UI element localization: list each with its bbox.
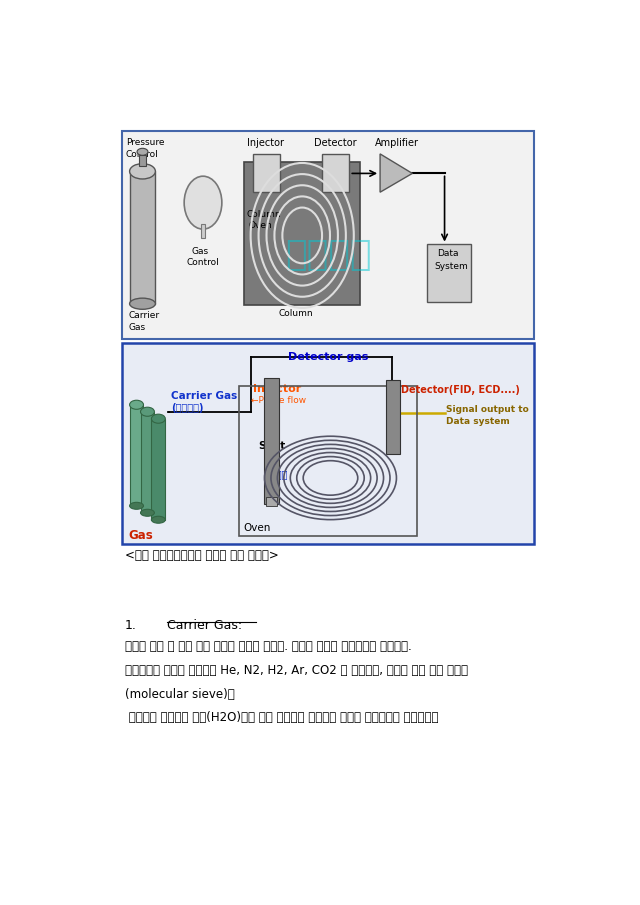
Bar xyxy=(129,171,156,304)
Text: Control: Control xyxy=(187,259,220,267)
Text: Oven: Oven xyxy=(244,523,271,533)
Text: 일반적으로 이동상 가스로는 He, N2, H2, Ar, CO2 가 사용되며, 이동상 가스 역시 분자채: 일반적으로 이동상 가스로는 He, N2, H2, Ar, CO2 가 사용되… xyxy=(125,664,468,677)
Text: Carrier Gas: Carrier Gas xyxy=(171,391,237,401)
Text: Data: Data xyxy=(437,250,459,258)
Ellipse shape xyxy=(130,164,156,179)
Text: Data system: Data system xyxy=(445,417,509,426)
Bar xyxy=(266,498,277,506)
Text: 미리보기: 미리보기 xyxy=(285,238,371,272)
Bar xyxy=(239,386,417,536)
Bar xyxy=(122,131,534,338)
Ellipse shape xyxy=(141,510,154,516)
Text: Carrier: Carrier xyxy=(128,310,159,319)
Bar xyxy=(200,224,205,237)
Text: Injector: Injector xyxy=(253,384,301,394)
Bar xyxy=(129,405,143,506)
Ellipse shape xyxy=(130,400,143,409)
Text: Gas: Gas xyxy=(191,246,209,255)
Text: Pressure: Pressure xyxy=(125,138,164,147)
Text: Detector gas: Detector gas xyxy=(288,352,368,362)
Text: Control: Control xyxy=(125,150,158,159)
Text: Detector: Detector xyxy=(314,138,356,148)
Text: 분석컬럼: 분석컬럼 xyxy=(264,469,287,479)
Bar xyxy=(141,412,154,513)
Bar xyxy=(264,378,280,504)
Bar xyxy=(152,419,165,519)
Circle shape xyxy=(184,176,222,229)
Text: Oven: Oven xyxy=(249,222,273,231)
Text: Detector(FID, ECD....): Detector(FID, ECD....) xyxy=(401,386,520,395)
Text: Split: Split xyxy=(259,441,286,451)
Polygon shape xyxy=(380,154,412,192)
Ellipse shape xyxy=(137,148,148,156)
Bar xyxy=(428,244,471,302)
Text: 이동상 가스 및 때에 따라 검출기 가스로 사용됨. 이동상 가스는 화학적으로 도입된다.: 이동상 가스 및 때에 따라 검출기 가스로 사용됨. 이동상 가스는 화학적으… xyxy=(125,641,412,653)
Text: Amplifier: Amplifier xyxy=(374,138,419,148)
Text: 포함하고 있으므로 수분(H2O)이나 기타 불순물을 제거하는 장치가 보조적으로 필요하기도: 포함하고 있으므로 수분(H2O)이나 기타 불순물을 제거하는 장치가 보조적… xyxy=(125,711,438,724)
Bar xyxy=(122,343,534,544)
Text: Injector: Injector xyxy=(248,138,285,148)
Text: Column: Column xyxy=(278,310,313,319)
Text: ←Purge flow: ←Purge flow xyxy=(251,396,307,405)
Bar xyxy=(244,162,360,305)
Bar xyxy=(386,380,400,453)
Ellipse shape xyxy=(130,502,143,510)
Ellipse shape xyxy=(152,414,165,424)
Text: (운반가스): (운반가스) xyxy=(171,404,204,414)
Text: 1.: 1. xyxy=(125,619,136,632)
Bar xyxy=(322,154,349,192)
Text: (molecular sieve)를: (molecular sieve)를 xyxy=(125,688,234,700)
Ellipse shape xyxy=(130,298,156,310)
Ellipse shape xyxy=(152,516,165,523)
Text: Column: Column xyxy=(246,210,282,219)
Text: Carrier Gas:: Carrier Gas: xyxy=(167,619,242,632)
Ellipse shape xyxy=(141,407,154,416)
Bar xyxy=(138,155,147,166)
Text: Gas: Gas xyxy=(129,529,154,542)
Text: System: System xyxy=(434,262,468,271)
Text: <가스 크로마토그래피 시스템 기본 구성도>: <가스 크로마토그래피 시스템 기본 구성도> xyxy=(125,549,278,562)
Bar xyxy=(253,154,280,192)
Text: Signal output to: Signal output to xyxy=(445,405,528,414)
Text: Gas: Gas xyxy=(128,323,145,332)
